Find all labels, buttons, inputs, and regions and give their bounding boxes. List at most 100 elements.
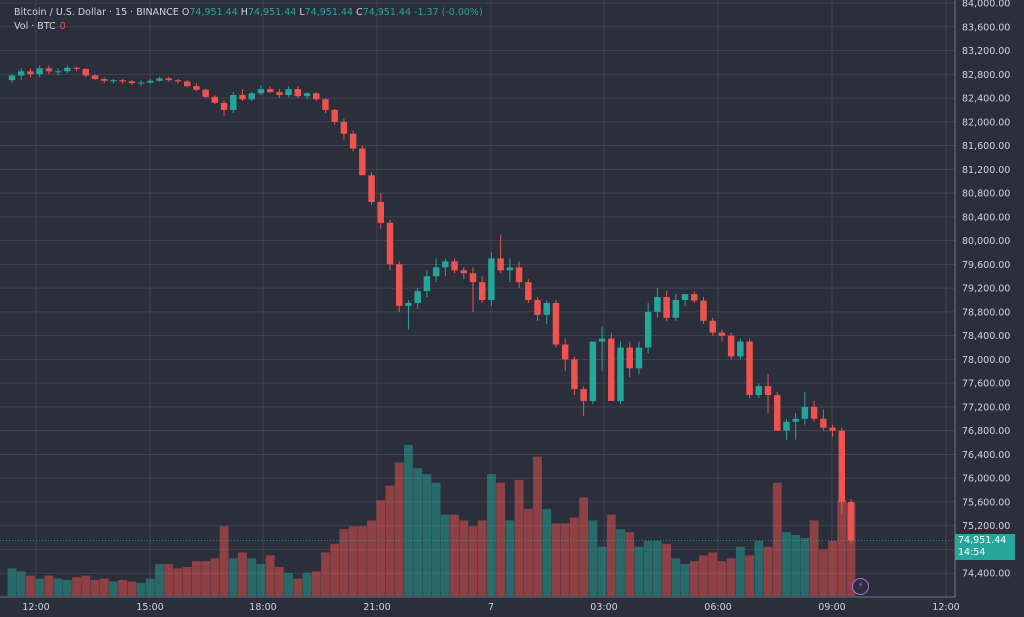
volume-bar — [791, 535, 801, 596]
volume-bar — [321, 552, 330, 596]
volume-bar — [643, 540, 653, 596]
volume-bar — [265, 555, 275, 596]
volume-bar — [588, 520, 598, 596]
candle-body — [276, 92, 283, 96]
y-tick-label: 77,200.00 — [962, 402, 1010, 413]
candle-body — [571, 359, 578, 390]
candle-body — [73, 67, 80, 69]
volume-bar — [671, 558, 681, 596]
volume-bar — [108, 581, 118, 596]
candle-body — [368, 175, 375, 202]
volume-bar — [689, 561, 699, 596]
candle-body — [672, 300, 680, 318]
candle-body — [303, 93, 311, 97]
volume-bar — [422, 474, 432, 596]
candle-body — [386, 222, 394, 265]
candle-body — [801, 406, 809, 419]
candle-body — [644, 311, 652, 348]
volume-bar — [26, 575, 35, 596]
volume-bar — [625, 532, 635, 596]
candle-body — [128, 81, 136, 84]
candle-body — [709, 320, 716, 333]
candle-body — [691, 294, 698, 301]
low-label: L — [299, 7, 305, 18]
volume-bar — [754, 540, 764, 596]
candle-body — [82, 68, 89, 76]
volume-bar — [496, 482, 506, 596]
candle-body — [349, 133, 357, 149]
volume-bar — [505, 520, 515, 596]
candle-body — [405, 302, 412, 306]
volume-bar — [809, 520, 819, 596]
close-label: C — [356, 7, 363, 18]
volume-bar — [182, 566, 192, 596]
candle-body — [220, 102, 228, 110]
volume-bar — [569, 517, 579, 596]
volume-bar — [652, 540, 662, 596]
volume-label[interactable]: Vol · BTC — [14, 21, 56, 32]
volume-bar — [523, 508, 533, 596]
y-tick-label: 80,000.00 — [962, 236, 1010, 247]
volume-bar — [717, 561, 727, 596]
volume-bar — [339, 529, 349, 596]
candle-body — [626, 347, 633, 369]
candle-body — [764, 386, 772, 396]
candle-body — [432, 267, 440, 277]
candle-body — [608, 338, 615, 401]
volume-bar — [16, 571, 26, 596]
symbol-label[interactable]: Bitcoin / U.S. Dollar · 15 · BINANCE — [14, 7, 179, 18]
lightning-icon[interactable]: ⚡ — [852, 578, 869, 595]
x-tick-label: 12:00 — [22, 602, 49, 613]
candle-body — [663, 297, 670, 318]
volume-bar — [302, 572, 312, 596]
high-label: H — [240, 7, 248, 18]
last-price-tag: 74,951.44 14:54 — [955, 534, 1015, 561]
ohlc-legend: Bitcoin / U.S. Dollar · 15 · BINANCE O74… — [14, 7, 483, 18]
candle-body — [820, 418, 827, 428]
candle-body — [340, 121, 348, 134]
candle-body — [589, 341, 597, 401]
volume-bar — [53, 578, 63, 596]
y-tick-label: 79,600.00 — [962, 260, 1010, 271]
candle-body — [829, 427, 836, 431]
x-tick-label: 12:00 — [932, 602, 959, 613]
volume-bar — [579, 497, 589, 596]
y-tick-label: 82,400.00 — [962, 94, 1010, 105]
y-tick-label: 83,200.00 — [962, 46, 1010, 57]
volume-bar — [468, 526, 478, 596]
volume-bar — [367, 520, 376, 596]
candle-body — [239, 95, 246, 100]
candle-body — [230, 95, 237, 110]
volume-bar — [404, 445, 413, 596]
x-tick-label: 09:00 — [818, 602, 845, 613]
volume-bar — [763, 546, 773, 596]
volume-bar — [127, 581, 137, 596]
volume-bar — [284, 572, 294, 596]
x-tick-label: 06:00 — [704, 602, 731, 613]
volume-bar — [228, 558, 238, 596]
y-tick-label: 75,600.00 — [962, 497, 1010, 508]
volume-bar — [616, 529, 625, 596]
candle-body — [506, 267, 514, 271]
candle-body — [285, 89, 292, 96]
candle-body — [774, 395, 781, 431]
candle-body — [525, 282, 532, 300]
candle-body — [17, 71, 25, 76]
y-tick-label: 76,800.00 — [962, 426, 1010, 437]
volume-bar — [818, 549, 828, 596]
y-tick-label: 81,600.00 — [962, 141, 1010, 152]
candle-body — [561, 344, 569, 360]
volume-bar — [99, 578, 109, 596]
candle-body — [359, 148, 366, 176]
volume-bar — [735, 546, 745, 596]
candle-body — [488, 258, 495, 300]
candle-body — [27, 71, 34, 75]
candle-body — [8, 75, 16, 81]
candle-body — [847, 501, 855, 541]
y-tick-label: 84,000.00 — [962, 0, 1010, 10]
volume-bar — [72, 577, 81, 596]
candle-body — [211, 96, 219, 103]
y-tick-label: 82,000.00 — [962, 117, 1010, 128]
y-tick-label: 83,600.00 — [962, 22, 1010, 33]
